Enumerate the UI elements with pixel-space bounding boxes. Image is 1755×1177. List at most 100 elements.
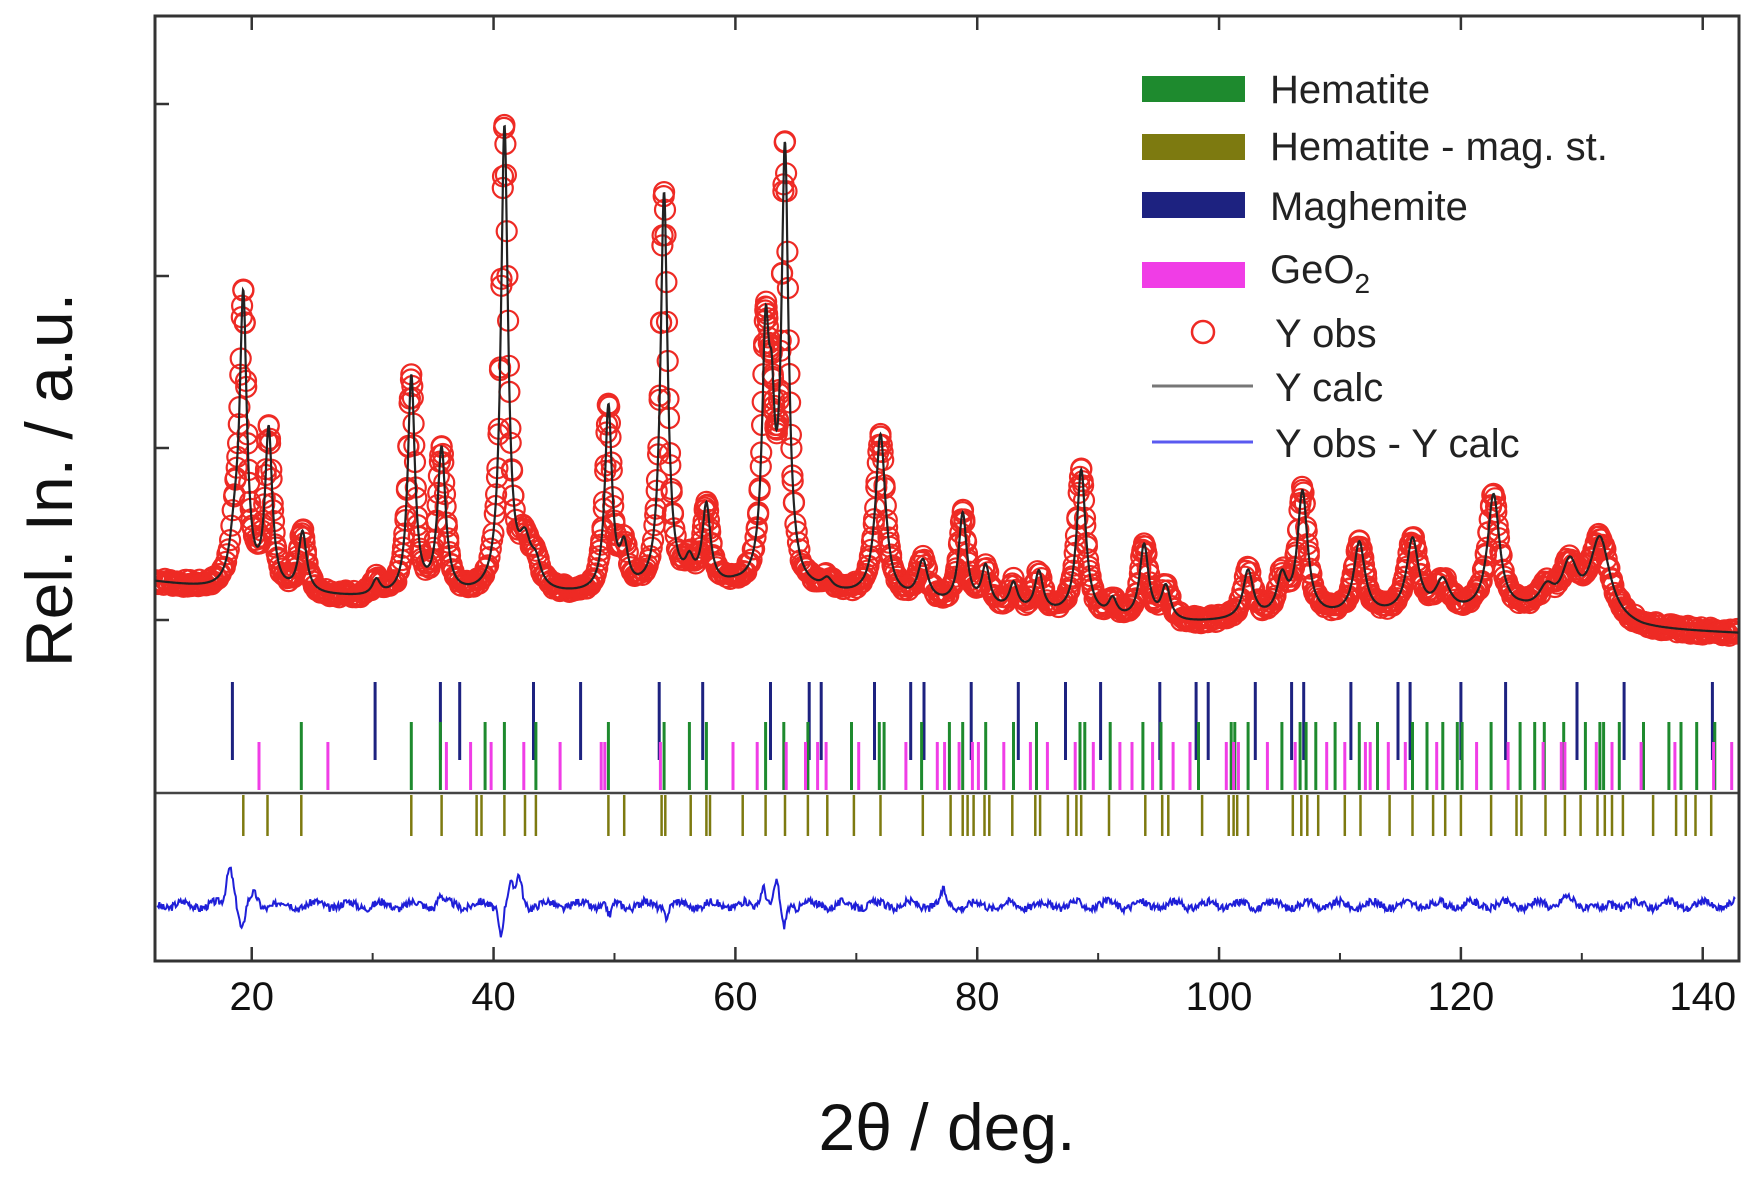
legend-label-hematite-mag: Hematite - mag. st. <box>1270 125 1608 169</box>
legend-label-maghemite: Maghemite <box>1270 185 1468 229</box>
legend-swatch-geo2 <box>1142 262 1245 288</box>
y-obs-point <box>869 422 892 446</box>
legend-marker-yobs <box>1190 319 1216 345</box>
x-tick-label: 120 <box>1428 975 1495 1019</box>
y-obs-point <box>250 525 273 548</box>
y-obs-point <box>1416 580 1439 604</box>
y-obs-point <box>1362 587 1385 611</box>
axes-layer: 20 40 60 80 100 120 140 <box>155 16 1736 1019</box>
plot-frame <box>153 14 1741 963</box>
y-obs-point <box>606 531 629 555</box>
y-axis-title: Rel. In. / a.u. <box>12 293 86 667</box>
legend-label-hematite: Hematite <box>1270 68 1430 112</box>
y-calc-line <box>155 124 1739 634</box>
y-obs-point <box>1474 544 1498 567</box>
legend-swatch-hematite <box>1142 76 1245 102</box>
y-obs-point <box>1726 617 1739 641</box>
y-obs-point <box>740 548 763 571</box>
x-tick-label: 60 <box>713 975 758 1019</box>
observed-points-layer <box>155 113 1739 647</box>
difference-layer <box>156 866 1736 938</box>
y-obs-point <box>1304 580 1327 603</box>
y-obs-point <box>385 570 408 593</box>
y-obs-point <box>1134 540 1158 563</box>
y-obs-point <box>440 553 463 576</box>
y-obs-point <box>639 545 662 568</box>
y-obs-point <box>477 554 500 577</box>
y-obs-point <box>1497 576 1520 600</box>
legend: Hematite Hematite - mag. st. Maghemite G… <box>1142 68 1608 466</box>
y-obs-point <box>1291 478 1314 502</box>
y-obs-point <box>1482 482 1505 505</box>
y-obs-point <box>1490 543 1513 567</box>
y-obs-point <box>1282 556 1306 579</box>
y-obs-point <box>1609 593 1633 616</box>
y-obs-point <box>1386 587 1409 610</box>
y-obs-point <box>1588 525 1612 548</box>
y-obs-point <box>479 537 502 560</box>
y-obs-point <box>1350 537 1373 561</box>
y-obs-point <box>1601 572 1624 595</box>
y-obs-point <box>1355 567 1378 590</box>
y-obs-point <box>695 490 718 513</box>
y-obs-point <box>1144 589 1167 613</box>
y-diff-line <box>156 866 1736 938</box>
y-obs-point <box>744 526 767 549</box>
y-obs-point <box>1597 555 1620 578</box>
x-tick-label: 80 <box>955 975 1000 1019</box>
y-obs-point <box>478 546 501 569</box>
y-obs-point <box>961 573 985 596</box>
y-obs-point <box>1492 559 1515 582</box>
y-obs-point <box>640 536 663 559</box>
calculated-line-layer <box>155 124 1739 634</box>
y-obs-point <box>1403 533 1427 557</box>
y-obs-point <box>1239 561 1262 584</box>
y-obs-point <box>705 556 728 579</box>
legend-swatch-hematite-mag <box>1142 134 1245 160</box>
legend-swatch-maghemite <box>1142 192 1245 218</box>
y-obs-point <box>215 550 238 574</box>
y-obs-point <box>430 435 453 458</box>
legend-label-ycalc: Y calc <box>1275 366 1383 410</box>
y-obs-point <box>858 545 882 568</box>
x-tick-label: 40 <box>471 975 516 1019</box>
y-obs-point <box>294 539 317 563</box>
y-obs-point <box>1136 556 1160 580</box>
y-obs-point <box>1132 532 1156 555</box>
y-obs-point <box>1081 577 1104 601</box>
y-obs-point <box>438 544 462 567</box>
y-obs-point <box>1125 582 1148 605</box>
x-tick-label: 140 <box>1669 975 1736 1019</box>
y-obs-point <box>958 560 981 583</box>
y-obs-point <box>1338 577 1362 601</box>
y-obs-point <box>1567 561 1590 585</box>
y-obs-point <box>1058 576 1081 599</box>
y-obs-point <box>265 536 288 559</box>
y-obs-point <box>588 545 611 568</box>
y-obs-point <box>1070 458 1093 481</box>
y-obs-point <box>856 554 879 578</box>
y-obs-point <box>882 556 905 579</box>
legend-label-ydiff: Y obs - Y calc <box>1275 422 1520 466</box>
y-obs-point <box>293 526 316 549</box>
y-obs-point <box>1359 583 1383 607</box>
y-obs-point <box>1334 588 1357 612</box>
y-obs-point <box>301 570 324 593</box>
reflection-markers-layer <box>155 682 1739 836</box>
y-obs-point <box>879 546 903 569</box>
legend-label-yobs: Y obs <box>1275 312 1377 356</box>
legend-label-geo2-subscript: 2 <box>1354 268 1370 299</box>
y-obs-point <box>1142 586 1165 610</box>
y-obs-point <box>586 557 609 580</box>
y-obs-point <box>1079 568 1102 592</box>
y-obs-point <box>1614 599 1637 622</box>
y-obs-point <box>951 500 974 524</box>
y-obs-point <box>474 557 497 580</box>
x-tick-label: 100 <box>1186 975 1253 1019</box>
x-axis-title: 2θ / deg. <box>819 1090 1076 1164</box>
y-obs-point <box>1030 566 1053 590</box>
legend-label-geo2: GeO2 <box>1270 248 1370 299</box>
y-obs-point <box>1469 570 1492 594</box>
x-tick-label: 20 <box>229 975 274 1019</box>
